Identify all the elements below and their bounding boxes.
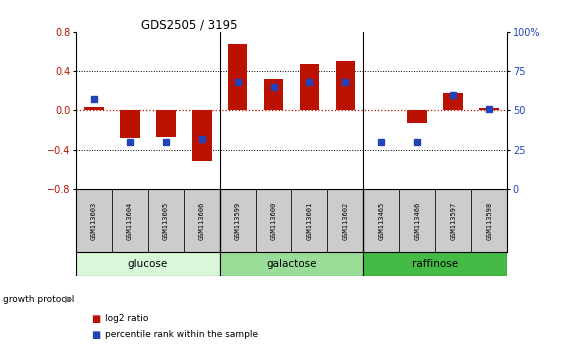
Bar	[156, 110, 175, 137]
Text: galactose: galactose	[266, 259, 317, 269]
Text: GSM113600: GSM113600	[271, 201, 276, 240]
Bar	[300, 64, 319, 110]
Text: glucose: glucose	[128, 259, 168, 269]
Bar	[363, 252, 507, 276]
Text: GSM113606: GSM113606	[199, 201, 205, 240]
Text: GDS2505 / 3195: GDS2505 / 3195	[141, 19, 237, 32]
Text: GSM113598: GSM113598	[486, 201, 492, 240]
Bar	[147, 189, 184, 252]
Text: growth protocol: growth protocol	[3, 295, 74, 304]
Text: ▶: ▶	[65, 294, 72, 304]
Text: log2 ratio: log2 ratio	[105, 314, 148, 323]
Bar	[84, 108, 104, 110]
Text: GSM113602: GSM113602	[342, 201, 349, 240]
Text: GSM113601: GSM113601	[307, 201, 312, 240]
Text: GSM113604: GSM113604	[127, 201, 133, 240]
Bar	[220, 252, 363, 276]
Text: GSM113597: GSM113597	[450, 201, 456, 240]
Bar	[112, 189, 147, 252]
Bar	[220, 189, 255, 252]
Text: GSM113466: GSM113466	[415, 201, 420, 240]
Bar	[120, 110, 139, 138]
Bar	[336, 61, 355, 110]
Bar	[192, 110, 212, 161]
Bar	[408, 110, 427, 123]
Bar	[328, 189, 363, 252]
Text: GSM113465: GSM113465	[378, 201, 384, 240]
Bar	[255, 189, 292, 252]
Bar	[479, 108, 499, 110]
Bar	[444, 93, 463, 110]
Bar	[363, 189, 399, 252]
Bar	[436, 189, 471, 252]
Text: GSM113599: GSM113599	[234, 201, 241, 240]
Bar	[264, 79, 283, 110]
Bar	[76, 252, 220, 276]
Bar	[228, 44, 247, 110]
Bar	[76, 189, 112, 252]
Text: ■: ■	[92, 314, 101, 324]
Bar	[399, 189, 436, 252]
Text: percentile rank within the sample: percentile rank within the sample	[105, 330, 258, 339]
Bar	[471, 189, 507, 252]
Text: GSM113605: GSM113605	[163, 201, 168, 240]
Bar	[292, 189, 328, 252]
Text: ■: ■	[92, 330, 101, 339]
Text: GSM113603: GSM113603	[91, 201, 97, 240]
Bar	[184, 189, 220, 252]
Text: raffinose: raffinose	[412, 259, 458, 269]
